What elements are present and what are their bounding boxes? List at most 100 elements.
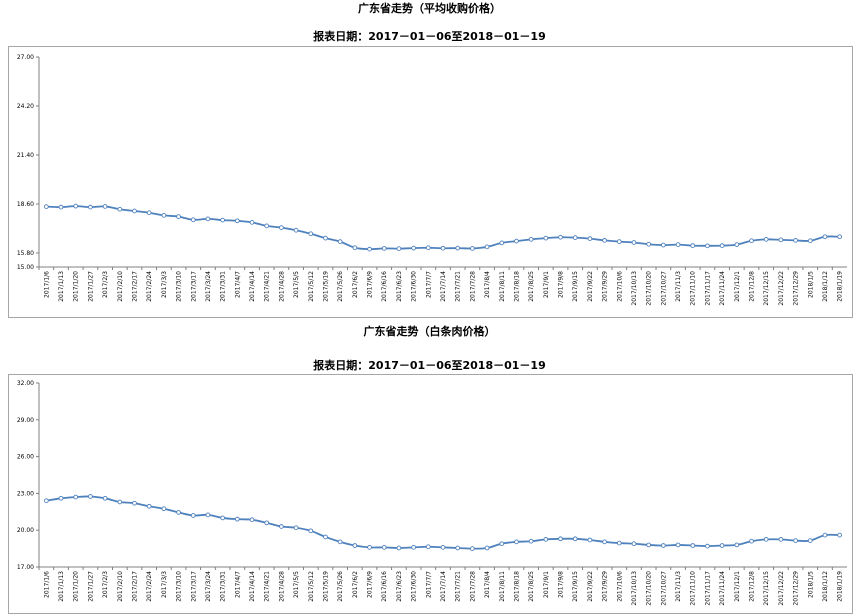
data-point (381, 545, 387, 550)
x-tick-label: 2017/4/21 (264, 571, 271, 602)
data-point (484, 244, 490, 250)
data-point (837, 234, 843, 240)
data-point (778, 237, 784, 243)
x-tick-label: 2017/10/13 (631, 571, 638, 606)
data-point (161, 213, 167, 218)
data-point (58, 495, 64, 501)
data-point (425, 544, 431, 550)
data-point (411, 545, 416, 550)
x-tick-label: 2017/1/13 (58, 271, 65, 302)
chart-2-title: 广东省走势（白条肉价格） (363, 325, 496, 338)
x-tick-label: 2017/5/5 (293, 271, 300, 298)
data-point (778, 537, 784, 542)
x-tick-label: 2017/4/7 (234, 571, 241, 598)
x-tick-label: 2017/12/22 (778, 271, 785, 306)
data-point (470, 546, 475, 551)
x-tick-label: 2017/6/2 (352, 271, 359, 298)
x-tick-label: 2017/8/25 (528, 571, 535, 602)
y-tick-label: 21.40 (17, 152, 34, 159)
x-tick-label: 2017/7/28 (469, 571, 476, 602)
data-point (352, 543, 358, 548)
x-tick-label: 2017/5/26 (337, 571, 344, 602)
x-tick-label: 2017/11/24 (719, 271, 726, 306)
data-point (719, 543, 725, 548)
x-tick-label: 2017/6/9 (367, 271, 374, 298)
x-tick-label: 2017/2/3 (102, 571, 109, 598)
x-tick-label: 2018/1/5 (807, 271, 814, 298)
data-point (749, 238, 754, 244)
data-point (323, 534, 328, 540)
data-point (514, 238, 519, 244)
data-point (43, 498, 49, 504)
x-tick-label: 2017/3/3 (161, 271, 168, 298)
data-point (440, 245, 446, 251)
data-point (822, 532, 828, 538)
data-point (88, 204, 93, 210)
x-tick-label: 2017/11/10 (690, 571, 697, 606)
data-point (837, 532, 843, 538)
x-tick-label: 2017/3/24 (205, 571, 212, 602)
x-tick-label: 2017/5/12 (308, 271, 315, 302)
x-tick-label: 2018/1/19 (837, 571, 844, 602)
data-point (102, 204, 108, 209)
chart-2-plot: 32.00 29.00 26.00 23.00 20.00 17.00 2017/1/6 20… (17, 380, 847, 606)
y-tick-label: 26.00 (17, 454, 34, 461)
x-tick-label: 2017/10/27 (660, 271, 667, 306)
y-tick-label: 27.00 (17, 54, 34, 61)
data-point (323, 235, 328, 241)
data-point (499, 240, 505, 246)
data-point (543, 235, 549, 241)
data-point (734, 242, 740, 247)
data-point (602, 238, 607, 243)
data-point (763, 537, 769, 542)
data-point (190, 217, 196, 223)
x-tick-label: 2017/7/7 (425, 571, 432, 598)
x-tick-label: 2018/1/19 (837, 271, 844, 302)
data-point (631, 541, 637, 547)
data-point (73, 494, 79, 500)
x-tick-label: 2017/1/20 (73, 571, 80, 602)
x-tick-label: 2017/3/24 (205, 271, 212, 302)
x-tick-label: 2017/2/3 (102, 271, 109, 298)
x-tick-label: 2017/8/18 (513, 571, 520, 602)
y-tick-label: 15.00 (17, 264, 34, 271)
y-tick-label: 18.60 (17, 201, 34, 208)
x-tick-label: 2018/1/12 (822, 571, 829, 602)
data-point (117, 499, 123, 505)
data-point (793, 538, 798, 543)
x-tick-label: 2017/2/24 (146, 571, 153, 602)
x-tick-label: 2017/9/1 (543, 271, 550, 298)
x-tick-label: 2017/2/24 (146, 271, 153, 302)
data-point (264, 520, 270, 526)
x-tick-label: 2017/9/22 (587, 271, 594, 302)
x-tick-label: 2017/9/29 (602, 571, 609, 602)
data-point (543, 537, 549, 542)
y-tick-label: 20.00 (17, 527, 34, 534)
x-tick-label: 2017/7/14 (440, 271, 447, 302)
x-tick-label: 2017/3/17 (190, 571, 197, 602)
x-tick-label: 2017/3/10 (176, 571, 183, 602)
data-point (661, 543, 666, 548)
data-point (646, 542, 652, 548)
x-tick-label: 2017/7/21 (455, 571, 462, 602)
data-point (367, 246, 372, 252)
data-point (631, 240, 637, 245)
chart-2-box: 32.00 29.00 26.00 23.00 20.00 17.00 2017/1/6 20… (8, 374, 853, 614)
data-point (190, 513, 196, 518)
chart-2-subtitle: 报表日期：2017－01－06至2018－01－19 (313, 359, 546, 372)
data-point (587, 236, 593, 241)
data-point (205, 216, 211, 222)
data-point (220, 217, 225, 223)
x-tick-label: 2017/4/28 (278, 271, 285, 302)
x-tick-label: 2018/1/12 (822, 271, 829, 302)
data-point (646, 241, 652, 247)
x-tick-label: 2017/6/16 (381, 271, 388, 302)
x-tick-label: 2017/9/15 (572, 271, 579, 302)
x-tick-label: 2017/10/27 (660, 571, 667, 606)
chart-1-subtitle: 报表日期：2017－01－06至2018－01－19 (313, 30, 546, 43)
data-point (822, 234, 828, 240)
x-tick-label: 2017/11/3 (675, 271, 682, 302)
data-point (132, 500, 137, 506)
y-tick-label: 29.00 (17, 417, 34, 424)
data-point (528, 237, 534, 242)
